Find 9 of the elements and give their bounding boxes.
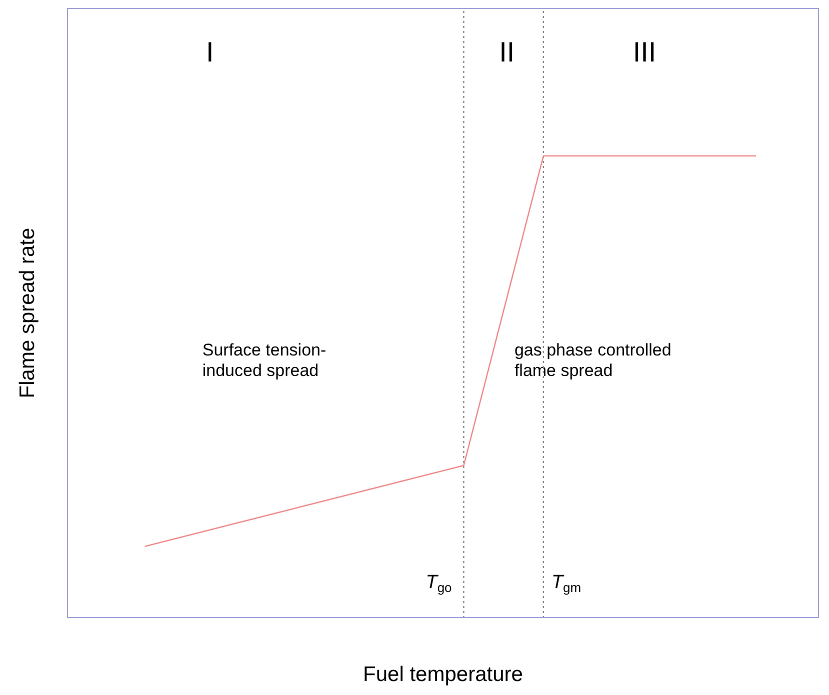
text: T$_{gm}$	[551, 572, 582, 595]
text: I	[206, 36, 214, 68]
x-axis-title: Fuel temperature	[362, 663, 524, 687]
text: III	[632, 36, 656, 68]
y-axis-title: Flame spread rate	[16, 228, 40, 398]
annotation: gas phase controlled flame spread	[514, 340, 672, 380]
annotation: Surface tension- induced spread	[202, 340, 326, 380]
text: II	[499, 36, 515, 68]
text: T$_{go}$	[426, 572, 452, 595]
